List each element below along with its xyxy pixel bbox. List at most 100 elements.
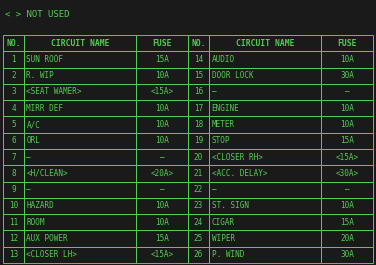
Bar (188, 133, 209, 149)
Text: 10A: 10A (155, 201, 169, 210)
Text: 10A: 10A (155, 218, 169, 227)
Text: 15A: 15A (155, 55, 169, 64)
Bar (188, 182, 209, 198)
Text: 20: 20 (194, 153, 203, 162)
Bar (3, 182, 24, 198)
Bar (209, 68, 321, 84)
Bar (24, 35, 136, 51)
Bar (188, 100, 209, 116)
Text: DOOR LOCK: DOOR LOCK (211, 71, 253, 80)
Text: <SEAT WAMER>: <SEAT WAMER> (26, 87, 82, 96)
Text: 8: 8 (11, 169, 16, 178)
Text: 7: 7 (11, 153, 16, 162)
Text: 30A: 30A (340, 71, 354, 80)
Bar (321, 198, 373, 214)
Text: 10A: 10A (155, 136, 169, 145)
Text: 26: 26 (194, 250, 203, 259)
Text: A/C: A/C (26, 120, 40, 129)
Text: NO.: NO. (191, 39, 206, 48)
Bar (24, 149, 136, 165)
Text: <30A>: <30A> (335, 169, 359, 178)
Text: 24: 24 (194, 218, 203, 227)
Text: ROOM: ROOM (26, 218, 45, 227)
Text: 25: 25 (194, 234, 203, 243)
Text: 21: 21 (194, 169, 203, 178)
Text: NO.: NO. (6, 39, 21, 48)
Bar (188, 35, 209, 51)
Text: 30A: 30A (340, 250, 354, 259)
Text: <CLOSER RH>: <CLOSER RH> (211, 153, 262, 162)
Bar (321, 247, 373, 263)
Bar (24, 165, 136, 182)
Bar (3, 231, 24, 247)
Text: 18: 18 (194, 120, 203, 129)
Bar (136, 231, 188, 247)
Bar (321, 68, 373, 84)
Text: 23: 23 (194, 201, 203, 210)
Bar (24, 116, 136, 133)
Text: —: — (160, 185, 164, 194)
Text: <15A>: <15A> (335, 153, 359, 162)
Bar (136, 116, 188, 133)
Bar (24, 68, 136, 84)
Text: 15A: 15A (340, 136, 354, 145)
Text: SUN ROOF: SUN ROOF (26, 55, 64, 64)
Bar (3, 68, 24, 84)
Bar (3, 116, 24, 133)
Text: 19: 19 (194, 136, 203, 145)
Bar (188, 198, 209, 214)
Text: 17: 17 (194, 104, 203, 113)
Text: 14: 14 (194, 55, 203, 64)
Bar (209, 51, 321, 68)
Bar (188, 214, 209, 231)
Bar (136, 35, 188, 51)
Text: 1: 1 (11, 55, 16, 64)
Text: —: — (26, 153, 31, 162)
Text: 16: 16 (194, 87, 203, 96)
Text: HAZARD: HAZARD (26, 201, 54, 210)
Text: 10A: 10A (340, 104, 354, 113)
Bar (3, 100, 24, 116)
Text: R. WIP: R. WIP (26, 71, 54, 80)
Bar (136, 84, 188, 100)
Text: METER: METER (211, 120, 235, 129)
Bar (209, 247, 321, 263)
Text: —: — (160, 153, 164, 162)
Bar (3, 133, 24, 149)
Bar (209, 133, 321, 149)
Text: 5: 5 (11, 120, 16, 129)
Text: —: — (26, 185, 31, 194)
Bar (321, 214, 373, 231)
Bar (24, 51, 136, 68)
Bar (3, 84, 24, 100)
Bar (3, 165, 24, 182)
Text: CIRCUIT NAME: CIRCUIT NAME (51, 39, 109, 48)
Text: 10A: 10A (340, 55, 354, 64)
Text: <CLOSER LH>: <CLOSER LH> (26, 250, 77, 259)
Bar (321, 182, 373, 198)
Bar (209, 214, 321, 231)
Text: 10: 10 (9, 201, 18, 210)
Bar (188, 231, 209, 247)
Bar (136, 133, 188, 149)
Bar (24, 247, 136, 263)
Text: 10A: 10A (340, 120, 354, 129)
Bar (3, 247, 24, 263)
Text: 11: 11 (9, 218, 18, 227)
Bar (3, 51, 24, 68)
Bar (3, 149, 24, 165)
Text: ENGINE: ENGINE (211, 104, 239, 113)
Text: 10A: 10A (340, 201, 354, 210)
Text: FUSE: FUSE (152, 39, 172, 48)
Text: 2: 2 (11, 71, 16, 80)
Bar (24, 84, 136, 100)
Bar (3, 198, 24, 214)
Bar (321, 165, 373, 182)
Bar (321, 35, 373, 51)
Bar (136, 165, 188, 182)
Text: < > NOT USED: < > NOT USED (5, 10, 70, 19)
Bar (136, 247, 188, 263)
Text: —: — (345, 185, 349, 194)
Text: WIPER: WIPER (211, 234, 235, 243)
Text: 9: 9 (11, 185, 16, 194)
